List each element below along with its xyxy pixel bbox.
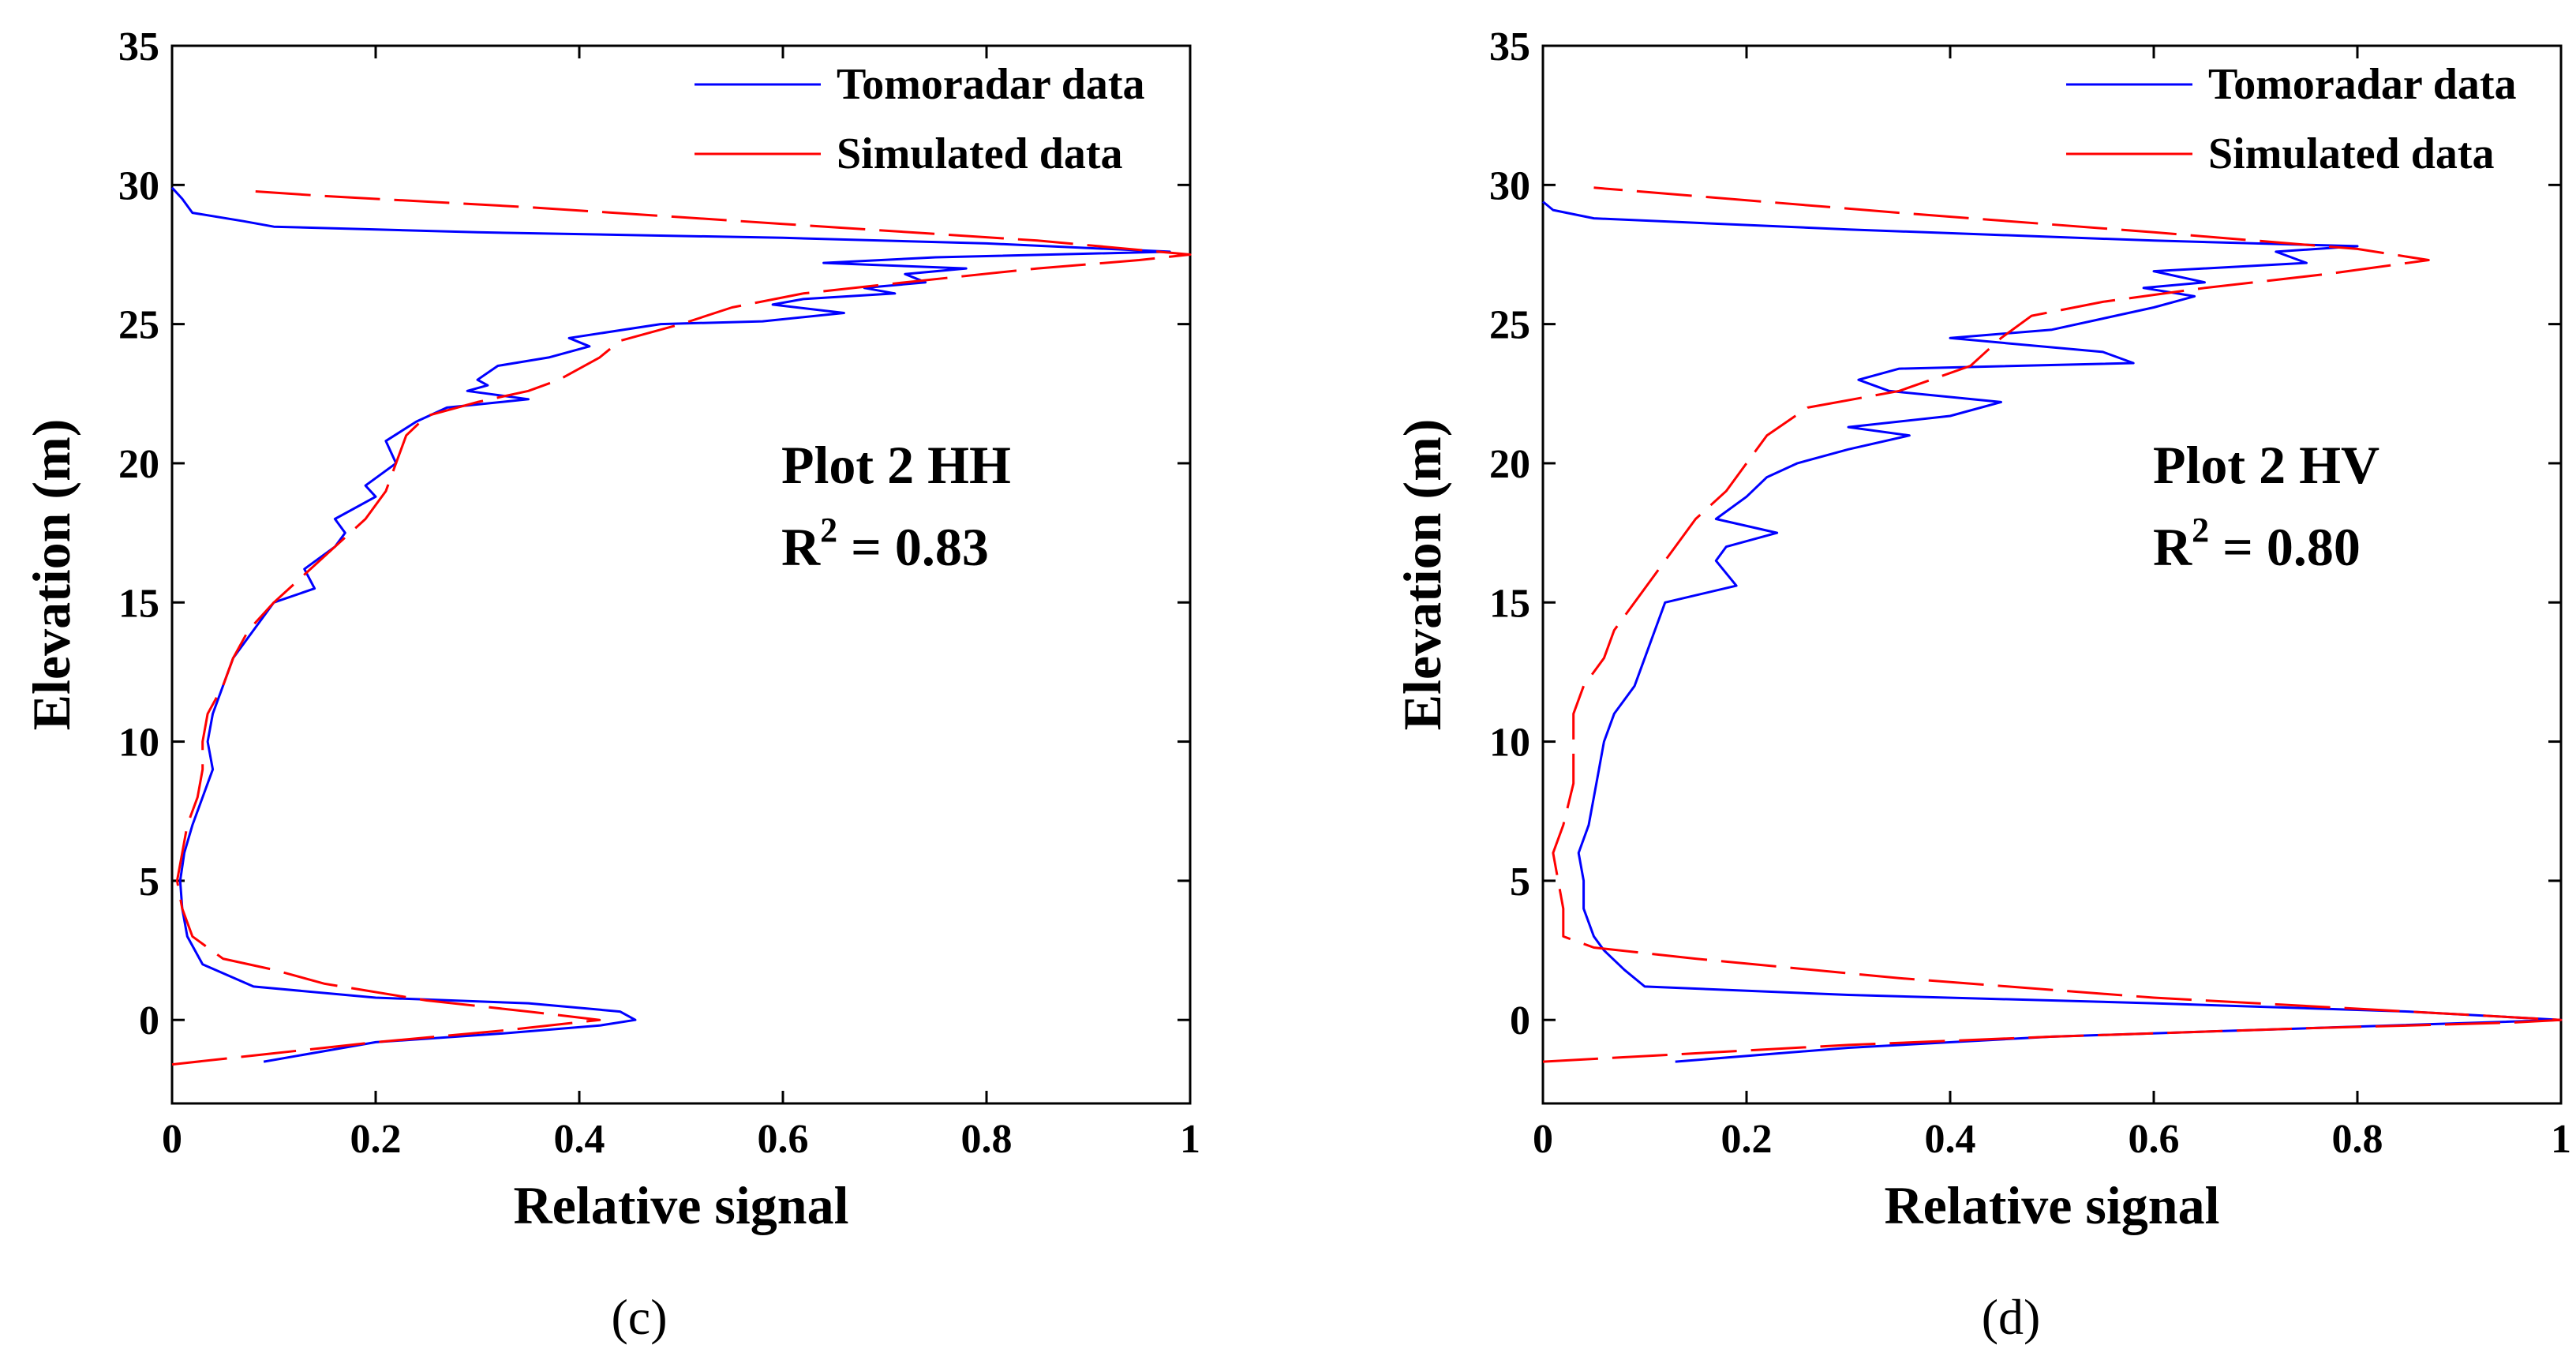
y-tick-label: 25 [1489,303,1530,348]
r2-value: = 0.80 [2209,517,2361,577]
annotation: Plot 2 HH R2 = 0.83 [781,435,1011,577]
y-tick-label: 15 [1489,581,1530,626]
y-tick-label: 10 [118,721,159,766]
x-tick-label: 0.6 [2129,1117,2180,1162]
y-tick-label: 5 [139,860,159,905]
series-line-simulated [1542,186,2563,1063]
x-tick-label: 0.2 [1721,1117,1773,1162]
y-tick-label: 30 [1489,163,1530,208]
series-line-simulated [171,189,1192,1066]
y-tick-label: 20 [118,442,159,487]
legend-label-tomoradar: Tomoradar data [837,60,1145,109]
plot-frame [1541,44,2563,1105]
x-tick-label: 0.8 [961,1117,1013,1162]
panel-label: (d) [1982,1289,2041,1345]
legend-label-tomoradar: Tomoradar data [2208,60,2517,109]
r2-superscript: 2 [2192,511,2209,549]
annotation-r-squared: R2 = 0.83 [781,511,989,577]
legend-label-simulated: Simulated data [837,129,1123,178]
x-tick-label: 0.6 [758,1117,809,1162]
x-tick-label: 0 [162,1117,182,1162]
y-tick-label: 20 [1489,442,1530,487]
x-axis-title: Relative signal [1885,1175,2220,1235]
y-tick-label: 0 [1510,998,1530,1043]
y-tick-label: 25 [118,303,159,348]
x-tick-label: 1 [2551,1117,2571,1162]
y-tick-label: 15 [118,581,159,626]
legend: Tomoradar data Simulated data [2066,60,2517,178]
series-line-tomoradar [1542,200,2563,1063]
annotation-plot-title: Plot 2 HH [781,435,1011,495]
r2-value: = 0.83 [837,517,989,577]
y-tick-label: 0 [139,998,159,1043]
x-tick-label: 0.4 [554,1117,605,1162]
y-axis-title: Elevation (m) [1392,419,1452,731]
y-axis-title: Elevation (m) [21,419,81,731]
annotation-plot-title: Plot 2 HV [2153,435,2379,495]
x-tick-label: 0.8 [2332,1117,2383,1162]
y-tick-label: 35 [118,24,159,69]
annotation-r-squared: R2 = 0.80 [2153,511,2361,577]
x-axis-title: Relative signal [514,1175,849,1235]
annotation: Plot 2 HV R2 = 0.80 [2153,435,2379,577]
legend: Tomoradar data Simulated data [695,60,1145,178]
y-tick-label: 30 [118,163,159,208]
series-line-tomoradar [170,186,1171,1063]
x-tick-label: 0.4 [1925,1117,1976,1162]
y-tick-label: 35 [1489,24,1530,69]
x-tick-label: 0 [1533,1117,1553,1162]
plot-frame [170,44,1192,1105]
y-tick-label: 5 [1510,860,1530,905]
x-tick-label: 0.2 [350,1117,402,1162]
r2-label: R [781,517,821,577]
r2-superscript: 2 [820,511,837,549]
x-tick-label: 1 [1180,1117,1200,1162]
panel-label: (c) [611,1289,667,1345]
r2-label: R [2153,517,2192,577]
y-tick-label: 10 [1489,721,1530,766]
legend-label-simulated: Simulated data [2208,129,2495,178]
